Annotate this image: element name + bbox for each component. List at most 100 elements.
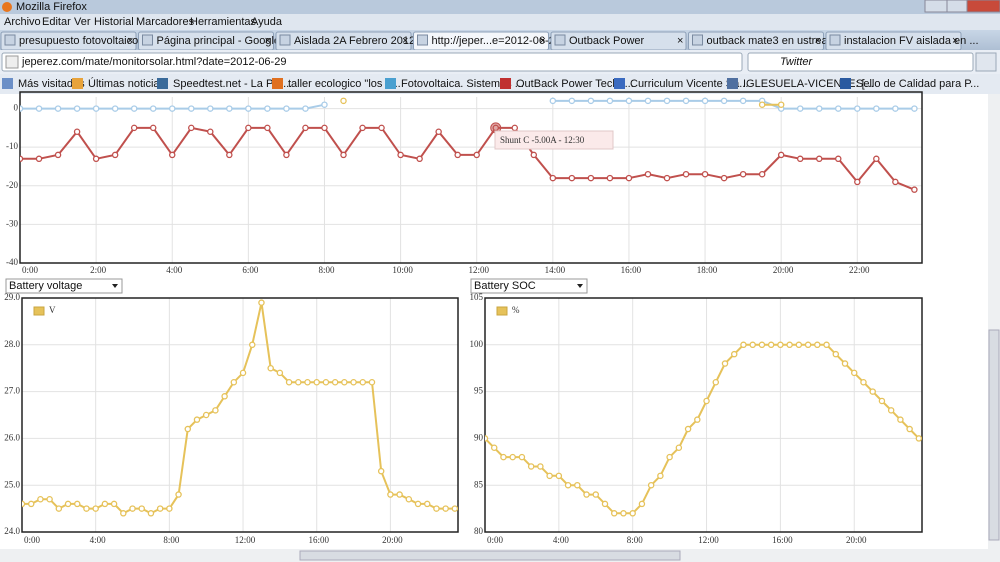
data-point <box>138 505 145 512</box>
data-point <box>758 341 766 349</box>
data-point <box>226 105 233 112</box>
menu-item[interactable]: Archivo <box>4 16 41 28</box>
minimize[interactable] <box>924 0 948 13</box>
x-tick-label: 4:00 <box>553 535 570 545</box>
data-point <box>435 128 442 135</box>
menu-item[interactable]: Editar <box>42 16 71 28</box>
tab-close[interactable]: × <box>402 35 408 47</box>
menu-item[interactable]: Marcadores <box>136 16 195 28</box>
data-point <box>397 151 404 159</box>
v-scroll-thumb[interactable] <box>988 329 1000 541</box>
tab-label[interactable]: http://jeper...e=2012-06-29 <box>432 35 561 47</box>
data-point <box>703 397 710 405</box>
bookmark[interactable]: Fotovoltaica. Sistemas ... <box>401 78 524 90</box>
x-tick-label: 14:00 <box>545 265 566 275</box>
menu-item[interactable]: Historial <box>94 16 134 28</box>
data-point <box>873 105 880 112</box>
search-engine: Twitter <box>780 56 814 68</box>
bookmark[interactable]: Últimas noticias <box>88 77 166 90</box>
tab-label[interactable]: instalacion FV aislada en ... <box>844 35 979 47</box>
y-tick-label: 25.0 <box>4 479 20 489</box>
data-point <box>606 97 614 105</box>
h-scroll-thumb[interactable] <box>299 550 681 561</box>
menu-item[interactable]: Herramientas <box>190 16 257 28</box>
data-point <box>749 341 756 349</box>
site-icon <box>5 55 19 69</box>
y-tick-label: 28.0 <box>4 339 20 349</box>
url-bar[interactable] <box>1 52 743 72</box>
x-tick-label: 20:00 <box>382 535 403 545</box>
metric-select-label[interactable]: Battery SOC <box>474 280 536 292</box>
data-point <box>730 350 738 358</box>
data-point <box>340 151 347 159</box>
tab-label[interactable]: Outback Power <box>569 35 645 47</box>
title-bar <box>0 0 1000 14</box>
data-point <box>490 444 498 452</box>
x-tick-label: 18:00 <box>697 265 718 275</box>
data-point <box>283 105 290 112</box>
content <box>0 94 988 549</box>
maximize[interactable] <box>946 0 968 13</box>
data-point <box>168 151 176 159</box>
bookmark-icon <box>614 78 625 89</box>
y-tick-label: -40 <box>6 257 18 267</box>
metric-select[interactable] <box>470 278 588 294</box>
y-tick-label: 80 <box>474 526 484 536</box>
home-button[interactable] <box>975 52 997 72</box>
data-point <box>511 124 519 132</box>
data-point <box>149 124 157 132</box>
close[interactable] <box>966 0 1000 13</box>
bookmark[interactable]: Sello de Calidad para P... <box>856 78 979 90</box>
data-point <box>644 170 652 178</box>
metric-select-label[interactable]: Battery voltage <box>9 280 82 292</box>
bookmark[interactable]: Más visitados <box>18 78 85 90</box>
data-point <box>202 411 210 419</box>
data-point <box>832 350 840 358</box>
x-tick-label: 10:00 <box>392 265 413 275</box>
tab-close[interactable]: × <box>677 35 683 47</box>
data-point <box>675 444 683 452</box>
tab-close[interactable]: × <box>540 35 546 47</box>
data-point <box>378 124 385 132</box>
data-point <box>129 505 136 512</box>
data-point <box>767 341 775 349</box>
data-point <box>245 124 252 132</box>
tab-close[interactable]: × <box>815 35 821 47</box>
bookmark[interactable]: Speedtest.net - La Pru... <box>173 78 292 90</box>
data-point <box>207 128 214 135</box>
data-point <box>564 481 572 489</box>
menu-item[interactable]: Ver <box>74 16 91 28</box>
tab-close[interactable]: × <box>127 35 133 47</box>
bookmark[interactable]: IGLESUELA-VICENTE: [... <box>743 78 874 90</box>
data-point <box>666 453 673 461</box>
x-tick-label: 6:00 <box>242 265 259 275</box>
bookmark[interactable]: taller ecologico "los u... <box>288 78 401 90</box>
menu-item[interactable]: Ayuda <box>251 16 283 28</box>
data-point <box>267 364 274 372</box>
x-tick-label: 4:00 <box>166 265 183 275</box>
url: jeperez.com/mate/monitorsolar.html?date=… <box>21 56 286 68</box>
bookmark[interactable]: Curriculum Vicente Sá... <box>630 78 748 90</box>
tab-label[interactable]: Aislada 2A Febrero 2012.p... <box>294 35 433 47</box>
tab-close[interactable]: × <box>265 35 271 47</box>
tab-close[interactable]: × <box>952 35 958 47</box>
y-tick-label: 29.0 <box>4 292 20 302</box>
data-point <box>340 97 347 105</box>
bookmark[interactable]: OutBack Power Techn... <box>516 78 634 90</box>
data-point <box>644 97 652 105</box>
tab-label[interactable]: outback mate3 en ustrea... <box>707 35 837 47</box>
search-box[interactable] <box>747 52 974 72</box>
data-point <box>451 505 458 512</box>
tab-icon <box>142 34 153 46</box>
data-point <box>387 491 394 498</box>
data-point <box>720 174 728 182</box>
tab-label[interactable]: presupuesto fotovoltaico ... <box>19 35 150 47</box>
x-tick-label: 16:00 <box>772 535 793 545</box>
tab-label[interactable]: Página principal - Google... <box>157 35 290 47</box>
data-point <box>546 472 553 480</box>
metric-select[interactable] <box>5 278 123 294</box>
data-point <box>878 397 886 405</box>
plot-frame <box>21 297 459 533</box>
data-point <box>587 97 595 105</box>
